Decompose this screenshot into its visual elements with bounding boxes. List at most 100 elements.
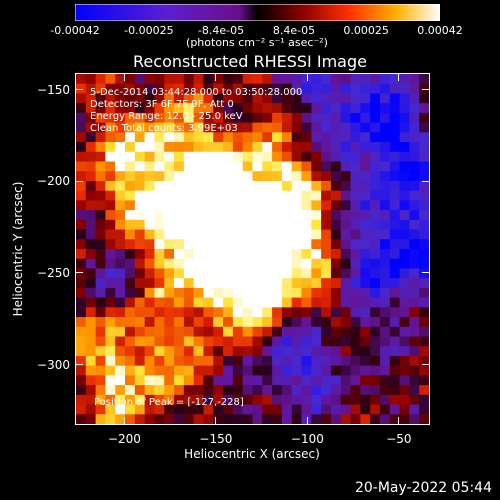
heatmap-cell xyxy=(291,229,302,240)
heatmap-cell xyxy=(350,210,361,221)
heatmap-cell xyxy=(134,336,146,347)
heatmap-cell xyxy=(203,355,214,367)
heatmap-cell xyxy=(340,336,351,347)
heatmap-cell xyxy=(76,93,87,104)
heatmap-cell xyxy=(242,404,253,415)
heatmap-cell xyxy=(76,239,87,250)
heatmap-cell xyxy=(262,132,273,143)
heatmap-cell xyxy=(125,365,136,376)
heatmap-cell xyxy=(311,404,322,415)
heatmap-cell xyxy=(242,171,253,182)
heatmap-cell xyxy=(76,190,87,201)
heatmap-cell xyxy=(76,171,87,182)
heatmap-cell xyxy=(301,414,312,424)
heatmap-cell xyxy=(95,258,106,269)
heatmap-cell xyxy=(76,394,87,405)
heatmap-cell xyxy=(360,346,371,357)
heatmap-cell xyxy=(183,278,195,289)
heatmap-cell xyxy=(242,112,253,124)
y-tick-mark xyxy=(75,89,83,90)
heatmap-cell xyxy=(252,385,263,396)
heatmap-cell xyxy=(164,239,175,250)
colorbar-unit-label: (photons cm⁻² s⁻¹ asec⁻²) xyxy=(186,36,328,49)
heatmap-cell xyxy=(360,210,371,221)
heatmap-cell xyxy=(389,210,400,221)
heatmap-cell xyxy=(232,210,244,221)
heatmap-cell xyxy=(281,171,293,182)
heatmap-cell xyxy=(193,297,204,308)
heatmap-cell xyxy=(242,336,253,347)
heatmap-cell xyxy=(242,93,253,104)
heatmap-cell xyxy=(193,219,204,230)
heatmap-cell xyxy=(360,229,371,240)
heatmap-cell xyxy=(134,287,146,299)
heatmap-cell xyxy=(281,307,293,318)
heatmap-cell xyxy=(125,268,136,279)
heatmap-cell xyxy=(76,219,87,230)
heatmap-cell xyxy=(232,200,244,211)
heatmap-cell xyxy=(95,229,106,240)
heatmap-cell xyxy=(164,317,175,328)
heatmap-cell xyxy=(360,385,371,396)
heatmap-cell xyxy=(164,161,175,172)
heatmap-cell xyxy=(272,161,283,172)
heatmap-cell xyxy=(281,317,293,328)
heatmap-cell xyxy=(223,346,234,357)
heatmap-cell xyxy=(291,93,302,104)
heatmap-cell xyxy=(154,112,165,124)
heatmap-cell xyxy=(134,307,146,318)
heatmap-cell xyxy=(213,258,224,269)
heatmap-cell xyxy=(76,365,87,376)
heatmap-cell xyxy=(242,180,253,192)
heatmap-cell xyxy=(95,268,106,279)
heatmap-cell xyxy=(419,258,429,269)
heatmap-cell xyxy=(419,200,429,211)
heatmap-cell xyxy=(213,93,224,104)
heatmap-cell xyxy=(223,180,234,192)
heatmap-cell xyxy=(154,414,165,424)
heatmap-cell xyxy=(409,414,420,424)
heatmap-cell xyxy=(262,365,273,376)
heatmap-cell xyxy=(193,229,204,240)
heatmap-cell xyxy=(291,122,302,133)
heatmap-cell xyxy=(370,385,381,396)
heatmap-cell xyxy=(223,268,234,279)
heatmap-cell xyxy=(76,132,87,143)
heatmap-cell xyxy=(115,210,126,221)
heatmap-cell xyxy=(379,385,391,396)
heatmap-cell xyxy=(389,132,400,143)
heatmap-cell xyxy=(134,346,146,357)
heatmap-cell xyxy=(203,151,214,162)
heatmap-cell xyxy=(125,375,136,386)
heatmap-cell xyxy=(85,355,97,367)
heatmap-cell xyxy=(399,210,410,221)
heatmap-cell xyxy=(311,326,322,337)
heatmap-cell xyxy=(232,229,244,240)
heatmap-cell xyxy=(291,249,302,260)
heatmap-cell xyxy=(183,385,195,396)
heatmap-cell xyxy=(399,336,410,347)
heatmap-cell xyxy=(223,326,234,337)
x-tick-label: −150 xyxy=(199,432,233,446)
heatmap-cell xyxy=(115,268,126,279)
heatmap-cell xyxy=(115,219,126,230)
heatmap-cell xyxy=(154,239,165,250)
heatmap-cell xyxy=(144,385,155,396)
heatmap-cell xyxy=(311,365,322,376)
heatmap-cell xyxy=(76,375,87,386)
heatmap-cell xyxy=(242,239,253,250)
heatmap-cell xyxy=(370,200,381,211)
heatmap-cell xyxy=(76,385,87,396)
heatmap-cell xyxy=(193,326,204,337)
heatmap-cell xyxy=(330,229,342,240)
heatmap-cell xyxy=(379,151,391,162)
heatmap-cell xyxy=(350,239,361,250)
heatmap-cell xyxy=(203,180,214,192)
heatmap-cell xyxy=(262,278,273,289)
heatmap-cell xyxy=(291,278,302,289)
heatmap-cell xyxy=(360,249,371,260)
heatmap-cell xyxy=(174,132,185,143)
heatmap-cell xyxy=(252,161,263,172)
heatmap-cell xyxy=(419,355,429,367)
heatmap-cell xyxy=(144,112,155,124)
